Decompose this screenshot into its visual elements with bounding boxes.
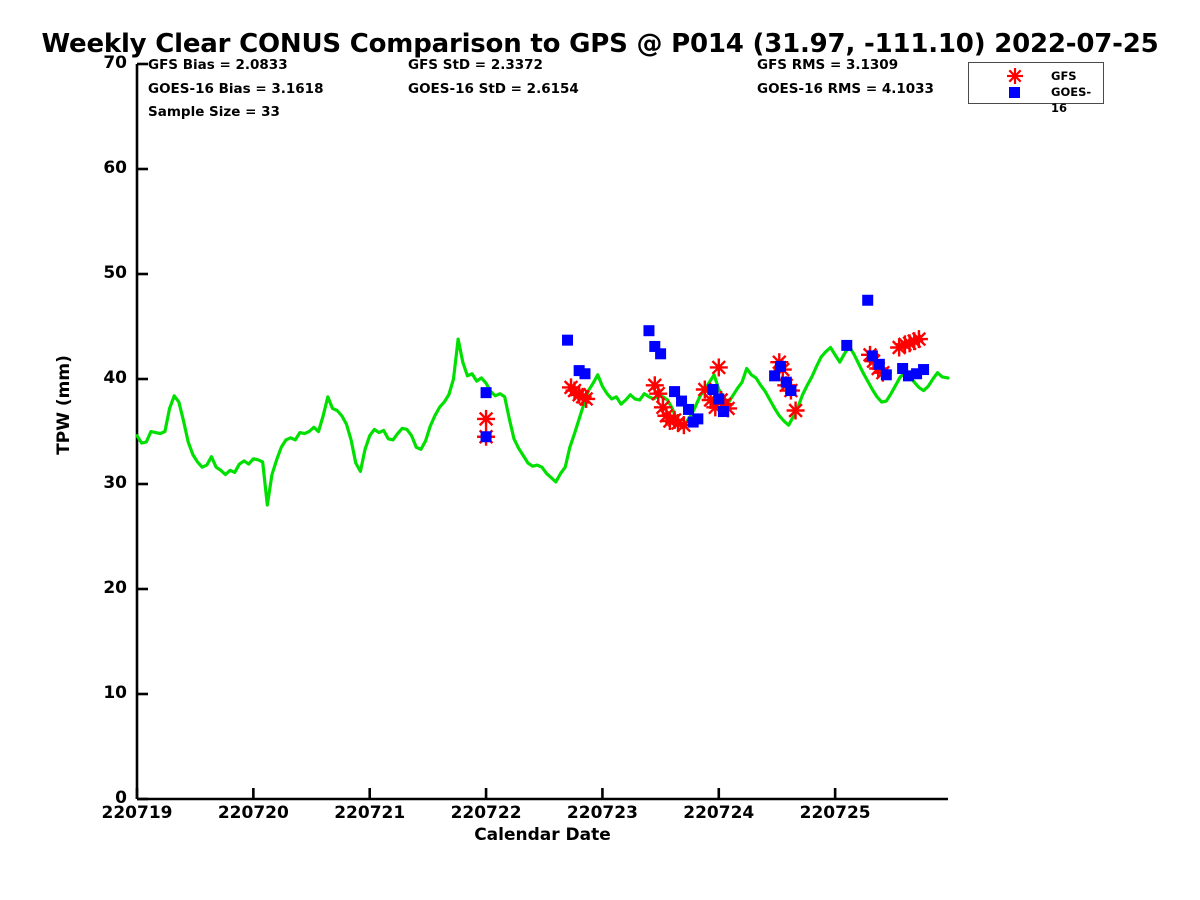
stat-gfs-bias: GFS Bias = 2.0833 [148,57,288,73]
asterisk-stroke [651,386,666,401]
stat-sample-size: Sample Size = 33 [148,104,280,120]
page-title: Weekly Clear CONUS Comparison to GPS @ P… [41,29,1159,59]
goes16-data-point [683,403,695,415]
goes16-data-point [480,431,492,443]
x-tick-label: 220722 [450,803,522,823]
asterisk-marker-red [1007,68,1023,84]
x-tick-label: 220719 [101,803,173,823]
goes16-data-point [780,376,792,388]
goes16-data-point [480,387,492,399]
goes16-data-point [841,339,853,351]
square-marker-blue [1009,87,1020,98]
asterisk-stroke [647,378,662,393]
series-line-gps [135,337,950,507]
goes16-data-point [785,385,797,397]
gfs-data-point [577,389,596,408]
x-tick-label: 220720 [217,803,289,823]
legend-label-goes16: GOES-16 [1051,85,1092,115]
asterisk-stroke [911,331,927,347]
x-tick-label: 220724 [683,803,755,823]
gfs-data-point [477,409,496,428]
goes16-data-point [717,406,729,418]
legend-symbols [1007,68,1023,98]
stat-goes-std: GOES-16 StD = 2.6154 [408,81,579,97]
stat-gfs-rms: GFS RMS = 3.1309 [757,57,899,73]
goes16-data-point [902,370,914,382]
goes16-data-point [866,350,878,362]
goes16-data-point [579,368,591,380]
x-tick-label: 220721 [334,803,406,823]
goes16-data-point [918,364,930,376]
goes16-data-point [769,370,781,382]
legend-label-gfs: GFS [1051,69,1077,83]
goes16-data-point [707,384,719,395]
asterisk-stroke [711,360,726,375]
asterisk-stroke [578,391,594,407]
goes16-data-point [649,340,661,352]
stat-gfs-std: GFS StD = 2.3372 [408,57,543,73]
x-tick-label: 220723 [566,803,638,823]
goes16-data-point [692,413,704,425]
legend: GFS GOES-16 [968,62,1104,115]
legend-labels: GFS GOES-16 [1051,68,1103,116]
goes16-data-point [873,358,885,370]
goes16-data-point [643,325,655,337]
asterisk-stroke [478,411,494,427]
goes16-data-point [573,365,585,377]
goes16-data-point [911,368,923,380]
stat-goes-bias: GOES-16 Bias = 3.1618 [148,81,324,97]
stat-goes-rms: GOES-16 RMS = 4.1033 [757,81,934,97]
goes16-data-point [774,360,786,372]
asterisk-stroke [655,400,671,415]
goes16-data-point [862,294,874,306]
goes16-data-point [880,369,892,381]
gfs-data-point [649,384,668,403]
asterisk-stroke [670,415,686,431]
goes16-data-point [562,334,574,346]
gfs-data-point [786,401,805,420]
x-tick-label: 220725 [799,803,871,823]
goes16-data-point [655,348,667,360]
goes16-data-point [897,363,909,374]
asterisk-stroke [788,403,803,418]
goes16-data-point [676,395,688,407]
gfs-data-point [909,330,928,349]
goes16-data-point [669,386,681,398]
gfs-data-point [709,358,728,377]
goes16-data-point [713,393,725,405]
x-axis-label: Calendar Date [474,825,611,845]
